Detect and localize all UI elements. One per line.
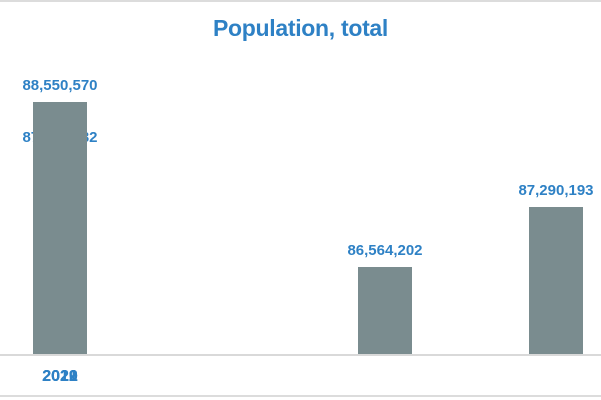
x-tick-2021: 2021 [42,368,78,385]
bar-2022 [33,102,87,356]
x-tick-2019: 2019 [42,368,78,385]
chart-title: Population, total [212,15,389,41]
bar-value-label-2020: 87,290,193 [518,182,594,199]
bar-2019 [358,267,412,356]
bar-group-2020: 87,290,193 [496,183,601,356]
x-tick-2022: 2022 [42,368,78,385]
bar-value-label-2019: 86,564,202 [347,242,423,259]
x-tick-2020: 2020 [42,368,78,385]
bar-group-2019: 86,564,202 [325,243,445,356]
bar-group-2022: 88,550,570 [0,78,120,356]
chart-bottom-border [0,395,601,397]
chart-top-border [0,0,601,2]
x-axis-line [0,354,601,356]
bar-value-label-2022: 88,550,570 [22,77,98,94]
bar-2020 [529,207,583,356]
